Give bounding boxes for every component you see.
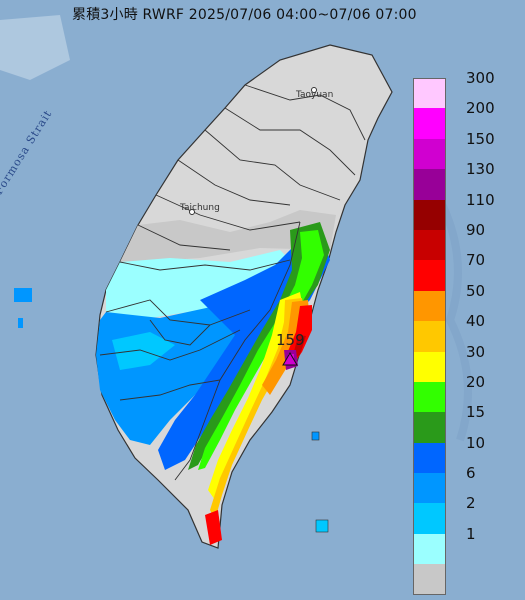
legend-label: 2 xyxy=(466,494,476,513)
legend-swatch xyxy=(413,412,446,443)
legend-label: 20 xyxy=(466,372,486,391)
orchid-island xyxy=(315,519,329,533)
china-coast-fragment xyxy=(0,15,70,80)
taichung-marker xyxy=(189,209,195,215)
legend-label: 70 xyxy=(466,251,486,270)
max-rainfall-value: 159 xyxy=(276,331,305,349)
legend-swatch xyxy=(413,442,446,474)
taoyuan-marker xyxy=(311,87,317,93)
legend-row: 90 xyxy=(413,221,518,261)
legend-label: 30 xyxy=(466,342,486,361)
legend-label: 40 xyxy=(466,312,486,331)
legend-row: 1 xyxy=(413,525,518,565)
legend-swatch xyxy=(413,381,446,413)
legend-row: 10 xyxy=(413,434,518,474)
legend-label: 200 xyxy=(466,99,495,118)
legend-swatch xyxy=(413,473,446,504)
legend-row: 130 xyxy=(413,160,518,200)
legend-swatch xyxy=(413,78,446,109)
legend-label: 150 xyxy=(466,129,495,148)
legend-swatch xyxy=(413,138,446,170)
legend-row xyxy=(413,564,518,595)
legend-label: 130 xyxy=(466,160,495,179)
legend-label: 50 xyxy=(466,281,486,300)
legend-label: 1 xyxy=(466,524,476,543)
legend-row: 20 xyxy=(413,373,518,413)
legend-row: 15 xyxy=(413,403,518,443)
legend-swatch xyxy=(413,199,446,230)
rain-band-20 xyxy=(198,230,324,470)
city-label-taoyuan: Taoyuan xyxy=(296,90,334,100)
legend-row: 30 xyxy=(413,343,518,382)
island-fragment xyxy=(18,318,23,328)
legend-label: 10 xyxy=(466,433,486,452)
map-title: 累積3小時 RWRF 2025/07/06 04:00~07/06 07:00 xyxy=(72,7,417,23)
legend-swatch xyxy=(413,321,446,352)
legend-row: 6 xyxy=(413,464,518,504)
legend-swatch xyxy=(413,503,446,534)
legend-row: 2 xyxy=(413,494,518,534)
legend-swatch xyxy=(413,108,446,139)
legend-row: 110 xyxy=(413,191,518,230)
legend-swatch xyxy=(413,169,446,200)
legend-row: 70 xyxy=(413,251,518,291)
legend-label: 90 xyxy=(466,220,486,239)
penghu-islands xyxy=(14,288,32,302)
legend-swatch xyxy=(413,351,446,382)
city-label-taichung: Taichung xyxy=(180,203,220,213)
color-legend: 300 200 150 130 110 90 70 50 40 30 20 15 10 6 2 1 xyxy=(413,69,518,595)
legend-swatch xyxy=(413,260,446,291)
legend-row: 200 xyxy=(413,99,518,139)
legend-row: 300 xyxy=(413,69,518,109)
legend-swatch xyxy=(413,564,446,595)
legend-row: 50 xyxy=(413,282,518,322)
legend-label: 15 xyxy=(466,403,486,422)
county-borders xyxy=(99,84,366,481)
rain-band-trace xyxy=(120,210,336,262)
legend-row: 150 xyxy=(413,130,518,170)
legend-row: 40 xyxy=(413,312,518,352)
rain-band-70-south xyxy=(205,510,222,545)
legend-label: 300 xyxy=(466,69,495,87)
rain-band-15 xyxy=(188,222,330,470)
legend-swatch xyxy=(413,229,446,261)
green-island xyxy=(311,431,320,441)
legend-label: 6 xyxy=(466,464,476,483)
max-rainfall-marker xyxy=(282,352,298,366)
legend-swatch xyxy=(413,290,446,322)
sea-relief xyxy=(436,198,472,442)
legend-swatch xyxy=(413,533,446,565)
legend-label: 110 xyxy=(466,190,495,209)
